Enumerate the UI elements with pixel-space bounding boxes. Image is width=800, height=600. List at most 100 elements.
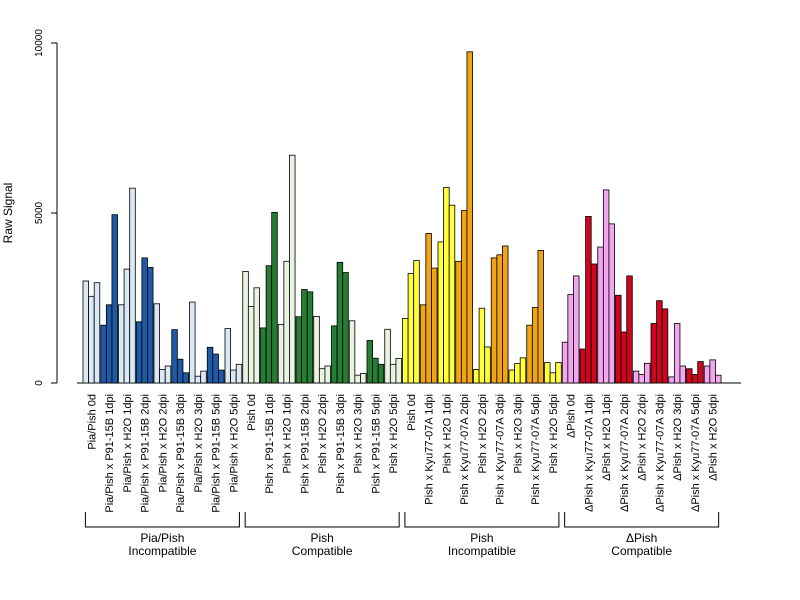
bar bbox=[354, 374, 361, 384]
bar bbox=[567, 294, 574, 384]
x-tick-label: Pish x P91-15B 5dpi bbox=[370, 394, 382, 494]
y-axis-label: Raw Signal bbox=[1, 183, 15, 244]
bar bbox=[466, 51, 473, 384]
bar bbox=[200, 370, 207, 384]
bar bbox=[129, 187, 136, 384]
bar bbox=[235, 363, 243, 384]
bar bbox=[656, 300, 663, 384]
x-tick-label: ΔPish 0d bbox=[566, 394, 578, 438]
bar bbox=[82, 280, 89, 384]
x-tick-label: Pia/Pish x P91-15B 3dpi bbox=[175, 394, 187, 513]
bar bbox=[691, 374, 699, 384]
bar bbox=[313, 315, 320, 384]
x-tick-label: Pia/Pish x P91-15B 1dpi bbox=[104, 394, 116, 513]
x-tick-label: Pish x H2O 2dpi bbox=[317, 394, 329, 473]
bar bbox=[531, 307, 539, 384]
bar bbox=[443, 187, 450, 384]
bar bbox=[105, 304, 113, 384]
x-tick-label: Pish x P91-15B 1dpi bbox=[264, 394, 276, 494]
x-tick-label: Pish x H2O 5dpi bbox=[388, 394, 400, 473]
x-tick-label: Pish x P91-15B 3dpi bbox=[335, 394, 347, 494]
x-tick-label: Pia/Pish x P91-15B 5dpi bbox=[211, 394, 223, 513]
bar bbox=[537, 249, 544, 384]
bar bbox=[377, 363, 385, 384]
bar bbox=[289, 154, 296, 384]
bar bbox=[484, 346, 491, 384]
bar bbox=[306, 291, 314, 384]
group-label: Pia/Pish bbox=[140, 531, 184, 545]
bar bbox=[661, 308, 669, 384]
bar bbox=[336, 261, 344, 384]
x-tick-label: Pia/Pish 0d bbox=[86, 394, 98, 450]
bar bbox=[153, 303, 160, 384]
bar bbox=[526, 324, 533, 384]
bar bbox=[230, 369, 237, 384]
x-tick-label: Pish x Kyu77-07A 1dpi bbox=[424, 394, 436, 505]
bar bbox=[147, 266, 154, 384]
bar bbox=[549, 372, 557, 384]
bar bbox=[579, 348, 586, 384]
x-tick-label: Pish x Kyu77-07A 5dpi bbox=[530, 394, 542, 505]
bar bbox=[218, 369, 225, 384]
bar bbox=[686, 368, 693, 384]
bar bbox=[395, 358, 402, 384]
bar bbox=[561, 341, 569, 384]
bar bbox=[389, 363, 397, 384]
bar bbox=[407, 273, 415, 384]
group-sublabel: Compatible bbox=[611, 544, 672, 558]
bar bbox=[260, 327, 267, 384]
bar bbox=[301, 289, 308, 384]
bar bbox=[253, 287, 260, 384]
bar bbox=[277, 324, 285, 384]
x-tick-label: ΔPish x H2O 3dpi bbox=[672, 394, 684, 481]
bar bbox=[242, 271, 249, 384]
x-tick-label: Pish x H2O 1dpi bbox=[282, 394, 294, 473]
bar bbox=[478, 307, 486, 384]
bar bbox=[271, 211, 278, 384]
bar bbox=[620, 331, 628, 384]
bar bbox=[348, 320, 356, 384]
x-tick-label: ΔPish x H2O 5dpi bbox=[708, 394, 720, 481]
bar bbox=[384, 328, 391, 384]
bar bbox=[490, 257, 498, 384]
bars-layer bbox=[82, 51, 722, 384]
bar bbox=[431, 267, 438, 384]
group-sublabel: Compatible bbox=[292, 544, 353, 558]
x-tick-label: ΔPish x Kyu77-07A 2dpi bbox=[619, 394, 631, 512]
bar bbox=[597, 246, 604, 384]
bar bbox=[544, 362, 551, 384]
bar bbox=[93, 282, 101, 384]
x-tick-label: Pish 0d bbox=[246, 394, 258, 431]
bar bbox=[247, 306, 255, 384]
bar bbox=[171, 329, 178, 384]
bar bbox=[632, 370, 640, 384]
bar bbox=[135, 321, 143, 384]
bar bbox=[437, 241, 444, 384]
y-tick-label: 10000 bbox=[34, 29, 45, 57]
bar bbox=[265, 265, 273, 384]
bar bbox=[615, 294, 622, 384]
bar bbox=[602, 189, 610, 384]
group-sublabel: Incompatible bbox=[448, 544, 516, 558]
group-bracket bbox=[84, 512, 240, 528]
bar bbox=[626, 275, 633, 384]
bar bbox=[644, 362, 651, 384]
bar bbox=[123, 268, 131, 384]
bar bbox=[473, 368, 480, 384]
bar bbox=[164, 365, 172, 384]
bar bbox=[668, 376, 675, 384]
x-tick-label: Pish x H2O 3dpi bbox=[512, 394, 524, 473]
x-tick-labels: Pia/Pish 0d Pia/Pish x P91-15B 1dpi Pia/Pi… bbox=[86, 394, 719, 513]
group-sublabel: Incompatible bbox=[128, 544, 196, 558]
group-label: Pish bbox=[470, 531, 493, 545]
bar bbox=[324, 365, 331, 384]
bar bbox=[638, 374, 645, 384]
x-tick-label: Pish x H2O 2dpi bbox=[477, 394, 489, 473]
x-tick-label: Pish x H2O 3dpi bbox=[353, 394, 365, 473]
bar bbox=[608, 223, 615, 384]
group-brackets: Pia/PishIncompatiblePishCompatiblePishIn… bbox=[84, 512, 720, 558]
bar bbox=[318, 368, 326, 384]
bar bbox=[141, 257, 148, 384]
bar bbox=[673, 323, 681, 384]
